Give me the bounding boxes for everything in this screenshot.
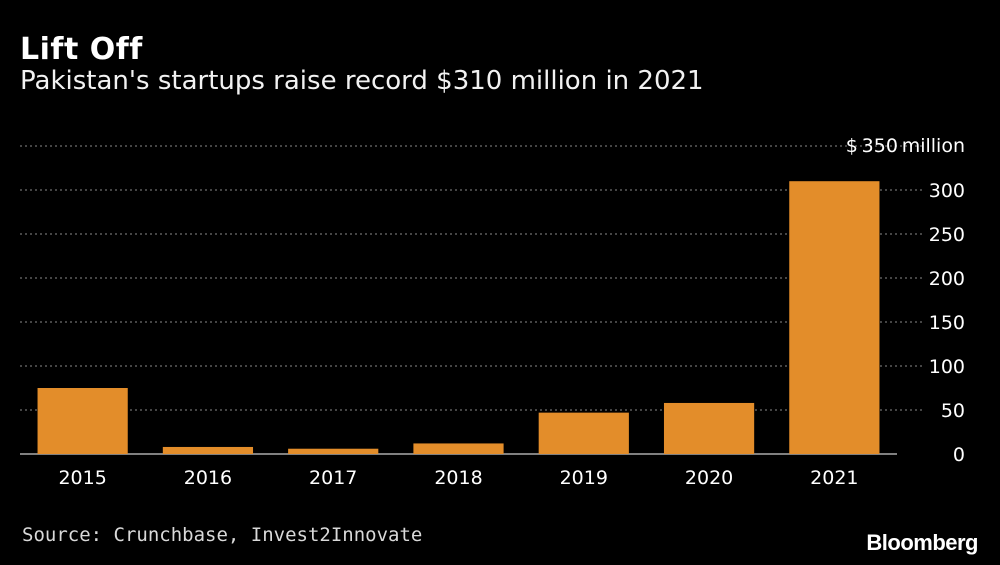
bar bbox=[413, 443, 504, 454]
y-tick-label: 100 bbox=[929, 356, 965, 378]
chart-subtitle: Pakistan's startups raise record $310 mi… bbox=[20, 66, 704, 96]
chart-title: Lift Off bbox=[20, 32, 143, 67]
x-tick-label: 2018 bbox=[434, 467, 482, 489]
x-tick-label: 2017 bbox=[309, 467, 357, 489]
x-tick-label: 2020 bbox=[685, 467, 733, 489]
y-tick-label: 50 bbox=[941, 400, 965, 422]
bar bbox=[288, 448, 379, 454]
x-tick-label: 2021 bbox=[810, 467, 858, 489]
y-tick-label: 250 bbox=[929, 224, 965, 246]
y-tick-label: 200 bbox=[929, 268, 965, 290]
x-tick-label: 2015 bbox=[58, 467, 106, 489]
x-tick-label: 2019 bbox=[560, 467, 608, 489]
y-tick-label-top: $ 350 million bbox=[846, 135, 965, 157]
bar bbox=[162, 446, 254, 454]
bar bbox=[37, 388, 128, 454]
y-tick-label: 0 bbox=[953, 444, 965, 466]
y-tick-label: 150 bbox=[929, 312, 965, 334]
bar bbox=[663, 402, 755, 454]
bar bbox=[538, 412, 629, 454]
x-tick-label: 2016 bbox=[184, 467, 232, 489]
bar bbox=[789, 181, 880, 454]
y-tick-label: 300 bbox=[929, 180, 965, 202]
source-note: Source: Crunchbase, Invest2Innovate bbox=[22, 524, 423, 546]
bloomberg-logo: Bloomberg bbox=[866, 530, 978, 555]
